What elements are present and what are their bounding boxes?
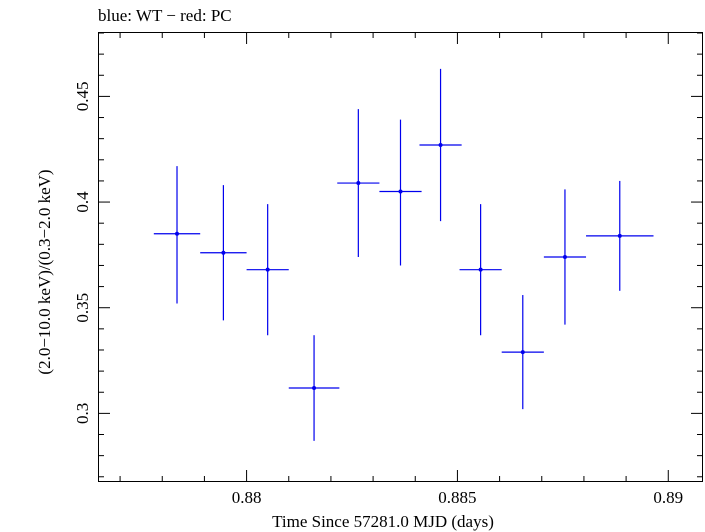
x-tick-label: 0.885 [438,488,476,507]
plot-frame [98,32,703,482]
data-point [438,143,443,147]
x-axis-label: Time Since 57281.0 MJD (days) [272,512,494,531]
chart-title: blue: WT − red: PC [98,6,232,25]
data-point [312,386,317,391]
x-tick-label: 0.89 [653,488,683,507]
y-axis-label: (2.0−10.0 keV)/(0.3−2.0 keV) [35,169,54,374]
y-tick-label: 0.3 [73,403,92,424]
tick-labels: 0.88 0.885 0.89 0.3 0.35 0.4 0.45 [73,82,683,507]
data-point [398,189,403,194]
data-point [356,181,361,186]
data-point [520,350,525,355]
data-point [265,267,270,272]
y-tick-label: 0.45 [73,82,92,112]
y-tick-label: 0.4 [73,191,92,213]
y-tick-label: 0.35 [73,293,92,323]
data-point [617,233,622,238]
axis-ticks [99,32,702,481]
x-tick-label: 0.88 [232,488,262,507]
data-point [221,250,226,255]
data-point [478,267,483,272]
data-point [562,255,567,259]
data-point [175,231,180,236]
data-points [153,68,654,441]
